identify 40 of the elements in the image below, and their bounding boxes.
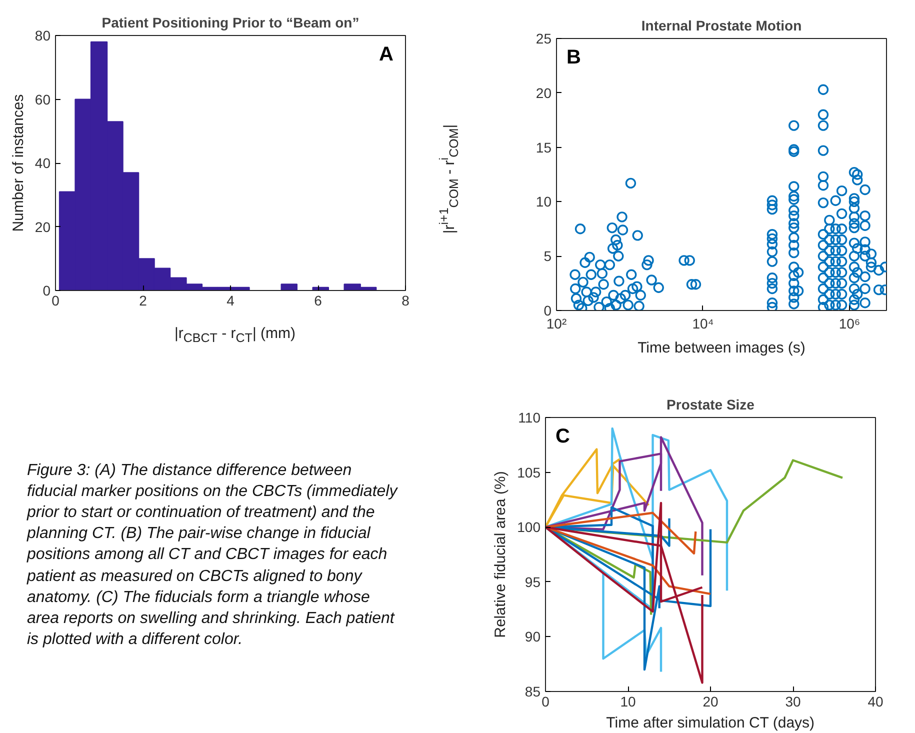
text: Figure 3: (A) The distance difference between fiducial marker positions on the CBCTs (immediately prior to start or continuation of treatment) and the planning CT. (B) The pair-wise change in fiducial positions among all CT and CBCT images for each patient as measured on CBCTs aligned to bony anatomy. (C) The fiducials form a triangle whose area reports on swelling and shrinking. Each patient is plotted with a different color. (27, 462, 398, 648)
x-axis-title: |r$_{CBCT}$ - r$_{CT}$| (mm) (174, 324, 296, 347)
y-tick-label: 105 (517, 464, 541, 480)
y-tick-label: 10 (536, 194, 552, 210)
x-tick-label: 10 (620, 694, 636, 710)
x-tick-label: 4 (226, 292, 235, 308)
y-tick-label: 20 (536, 84, 552, 101)
y-tick-label: 90 (524, 628, 541, 645)
y-tick-label: 85 (524, 684, 541, 700)
y-axis-title: Number of instances (10, 94, 27, 232)
x-tick-label: 2 (139, 292, 148, 308)
y-tick-label: 20 (34, 218, 51, 235)
annotation: C (556, 426, 570, 448)
y-tick-label: 100 (517, 519, 541, 536)
chart-title: Internal Prostate Motion (641, 18, 802, 34)
x-tick-label: 10² (546, 316, 567, 332)
y-tick-label: 0 (544, 302, 552, 318)
x-tick-label: 40 (868, 694, 884, 710)
y-tick-label: 15 (536, 139, 552, 156)
y-tick-label: 80 (34, 28, 51, 44)
chart-title: Patient Positioning Prior to “Beam on” (102, 14, 360, 30)
y-tick-label: 40 (34, 155, 51, 171)
y-tick-label: 95 (524, 574, 541, 590)
x-tick-label: 10⁶ (838, 316, 860, 332)
y-tick-label: 60 (34, 91, 51, 108)
x-tick-label: 8 (402, 292, 410, 308)
y-tick-label: 110 (518, 410, 541, 426)
x-tick-label: 30 (785, 694, 801, 710)
x-tick-label: 10⁴ (692, 316, 714, 332)
y-tick-label: 0 (42, 282, 51, 298)
chart-title: Prostate Size (666, 396, 755, 412)
x-tick-label: 6 (314, 292, 322, 308)
y-tick-label: 25 (536, 30, 552, 46)
x-axis-title: Time after simulation CT (days) (606, 714, 815, 732)
x-axis-title: Time between images (s) (638, 340, 806, 356)
y-tick-label: 5 (544, 248, 552, 264)
annotation: A (379, 44, 394, 66)
x-tick-label: 20 (702, 694, 718, 710)
annotation: B (566, 46, 581, 68)
y-axis-title: Relative fiducial area (%) (492, 471, 510, 638)
